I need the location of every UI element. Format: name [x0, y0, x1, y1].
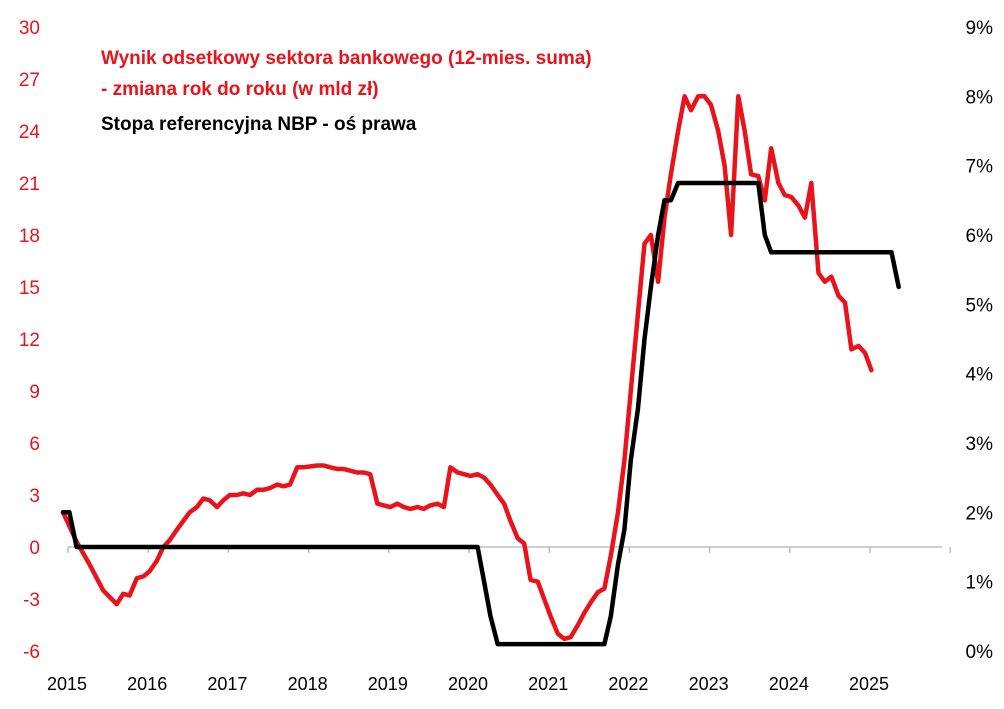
left-axis-tick-label: 24 — [19, 122, 41, 143]
left-axis-tick-label: 18 — [19, 226, 40, 247]
x-axis-tick-labels: 2015 2016 2017 2018 2019 2020 2021 2022 2023 2024… — [47, 674, 889, 694]
right-axis-tick-label: 9% — [966, 18, 994, 39]
x-axis-tick-label: 2024 — [769, 674, 809, 694]
right-axis-tick-label: 8% — [966, 87, 994, 108]
right-axis-tick-labels: 9% 8% 7% 6% 5% 4% 3% 2% 1% 0% — [966, 18, 994, 663]
left-axis-tick-label: 3 — [29, 486, 40, 507]
right-axis-tick-label: 7% — [966, 157, 994, 178]
x-axis-tick-label: 2019 — [368, 674, 408, 694]
x-axis-tick-label: 2023 — [689, 674, 729, 694]
left-axis-tick-label: 12 — [19, 330, 40, 351]
left-axis-tick-label: 15 — [19, 278, 40, 299]
legend-title-line-1: Wynik odsetkowy sektora bankowego (12-mi… — [101, 48, 592, 69]
right-axis-tick-label: 5% — [966, 295, 994, 316]
chart-legend: Wynik odsetkowy sektora bankowego (12-mi… — [101, 48, 592, 135]
x-axis-tick-label: 2022 — [608, 674, 648, 694]
right-axis-tick-label: 0% — [966, 642, 994, 663]
left-axis-tick-label: 21 — [19, 174, 40, 195]
left-axis-tick-label: 6 — [29, 434, 40, 455]
legend-title-line-2: - zmiana rok do roku (w mld zł) — [101, 79, 379, 100]
right-axis-tick-label: 1% — [966, 573, 994, 594]
left-axis-tick-label: 9 — [29, 382, 40, 403]
legend-title-line-3: Stopa referencyjna NBP - oś prawa — [101, 114, 417, 135]
x-axis-tick-label: 2016 — [127, 674, 167, 694]
x-axis-tick-label: 2021 — [528, 674, 568, 694]
x-axis-tick-label: 2015 — [47, 674, 87, 694]
x-axis-tick-label: 2020 — [448, 674, 488, 694]
right-axis-tick-label: 4% — [966, 365, 994, 386]
right-axis-tick-label: 3% — [966, 434, 994, 455]
series-line-interest-income — [60, 94, 874, 642]
left-axis-tick-label: 30 — [19, 18, 40, 39]
left-axis-tick-label: -6 — [23, 642, 40, 663]
left-axis-tick-label: 0 — [29, 538, 40, 559]
right-axis-tick-label: 2% — [966, 503, 994, 524]
left-axis-tick-label: -3 — [23, 590, 40, 611]
series-lines — [60, 94, 901, 647]
left-axis-tick-label: 27 — [19, 70, 40, 91]
x-axis-tick-label: 2017 — [207, 674, 247, 694]
x-axis-tick-label: 2018 — [288, 674, 328, 694]
x-axis-tick-label: 2025 — [849, 674, 889, 694]
series-line-nbp-reference-rate — [60, 180, 901, 647]
right-axis-tick-label: 6% — [966, 226, 994, 247]
